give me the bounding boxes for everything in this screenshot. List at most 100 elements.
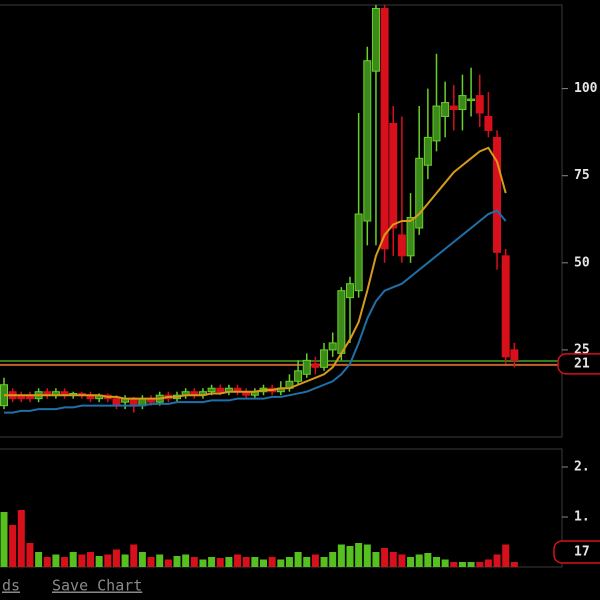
volume-bar [173, 556, 181, 567]
volume-bar [26, 543, 34, 567]
volume-bar [294, 552, 302, 567]
volume-bar [208, 557, 216, 567]
volume-bar [87, 552, 94, 567]
volume-bar [277, 559, 285, 567]
volume-bar [329, 552, 337, 567]
volume-bar [260, 559, 267, 567]
volume-bar [130, 544, 138, 567]
volume-bar [389, 552, 397, 567]
candle-body [294, 370, 303, 382]
volume-bar [363, 544, 371, 567]
y-tick-label: 50 [574, 255, 590, 270]
volume-bar [69, 552, 77, 567]
volume-bar [251, 557, 259, 567]
candle-body [484, 115, 493, 131]
moving-average [4, 146, 507, 400]
volume-bar [320, 557, 328, 567]
volume-bar [355, 543, 363, 567]
volume-bar [381, 548, 389, 567]
candle-body [449, 105, 458, 111]
candle-body [354, 213, 363, 292]
volume-bar [398, 554, 406, 567]
volume-bar [433, 557, 440, 567]
candle-body [475, 95, 484, 114]
volume-bar [268, 557, 276, 567]
volume-bar [156, 554, 164, 567]
volume-bar [484, 559, 492, 567]
volume-bar [182, 554, 190, 567]
volume-bar [303, 557, 311, 567]
volume-panel [0, 448, 563, 568]
candle-body [501, 255, 510, 358]
volume-bar [61, 557, 69, 567]
candle-body [458, 95, 467, 111]
volume-bar [95, 556, 103, 567]
candle-body [337, 290, 346, 354]
volume-bar [285, 557, 293, 567]
volume-bar [216, 558, 224, 567]
volume-bar [17, 510, 25, 567]
volume-bar [43, 557, 51, 567]
candle-body [441, 102, 450, 117]
candle-body [320, 349, 329, 368]
link[interactable]: ds [2, 577, 20, 595]
candle-body [371, 7, 380, 72]
moving-average [4, 209, 507, 414]
volume-bar [502, 544, 510, 567]
volume-bar [242, 557, 250, 567]
candle-body [510, 349, 519, 361]
volume-bar [0, 512, 8, 567]
candle-body [207, 387, 216, 393]
candle-body [397, 234, 406, 257]
volume-bar [372, 552, 380, 567]
price-badge [557, 353, 600, 375]
volume-bar [458, 562, 466, 567]
volume-badge [553, 540, 600, 564]
volume-bar [450, 562, 458, 567]
volume-bar [493, 554, 501, 567]
volume-bar [9, 525, 17, 567]
y-tick-label: 1. [574, 510, 590, 525]
volume-bar [476, 562, 484, 567]
candle-body [363, 60, 372, 222]
volume-bar [467, 562, 475, 567]
volume-bar [424, 553, 432, 567]
volume-bar [311, 554, 319, 567]
y-tick-label: 2. [574, 460, 590, 475]
candle-body [112, 398, 121, 407]
volume-bar [346, 546, 354, 567]
candle-body [467, 98, 476, 102]
volume-bar [199, 559, 207, 567]
last-price: 21 [574, 356, 590, 371]
volume-bar [104, 554, 112, 567]
candle-body [423, 136, 432, 166]
save-chart-link[interactable]: Save Chart [52, 577, 142, 595]
price-panel [0, 4, 563, 438]
volume-bar [337, 544, 345, 567]
volume-bar [138, 552, 146, 567]
volume-bar [407, 557, 415, 567]
candle-body [311, 363, 320, 368]
last-volume: 17 [574, 545, 590, 560]
candle-body [432, 105, 441, 142]
volume-bar [225, 557, 233, 567]
volume-bar [35, 552, 43, 567]
volume-bar [121, 554, 129, 567]
volume-bar [164, 559, 172, 567]
volume-bar [112, 549, 120, 567]
volume-bar [415, 554, 423, 567]
candle-body [406, 217, 415, 257]
y-tick-label: 75 [574, 168, 590, 183]
volume-bar [78, 554, 86, 567]
volume-bar [510, 562, 518, 567]
candle-body [129, 398, 138, 407]
candle-body [380, 7, 389, 250]
volume-bar [147, 557, 155, 567]
candle-body [302, 359, 311, 375]
y-tick-label: 100 [574, 81, 598, 96]
volume-bar [52, 554, 60, 567]
volume-bar [190, 557, 198, 567]
candle-body [493, 136, 502, 253]
